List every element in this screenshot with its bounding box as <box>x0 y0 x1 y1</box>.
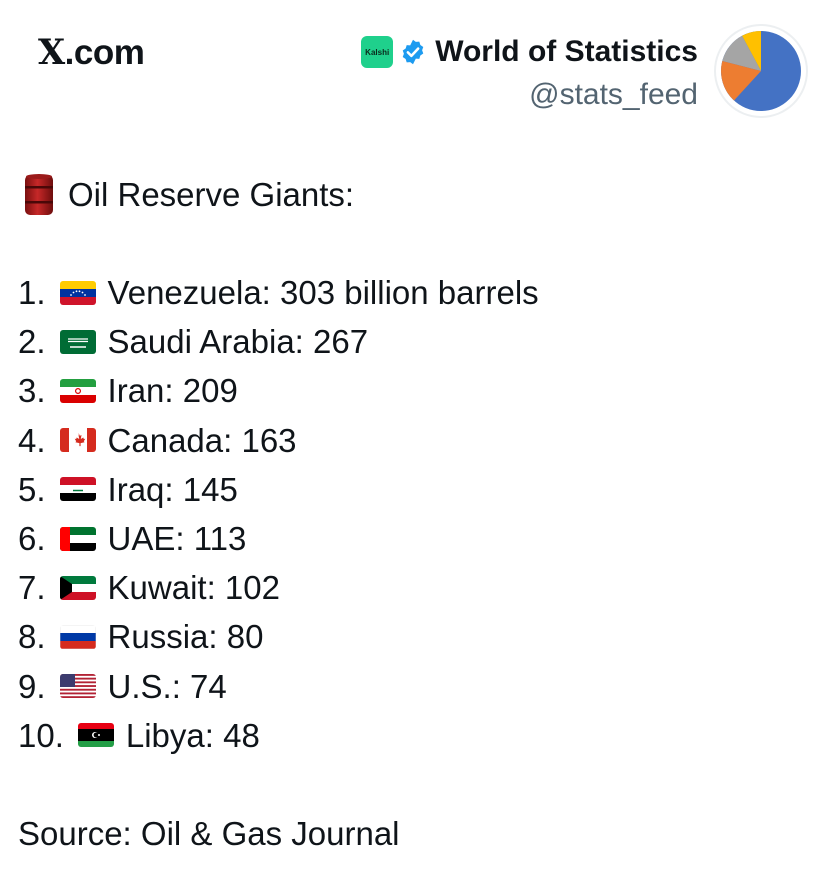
rank: 9. <box>18 667 46 705</box>
oil-drum-icon <box>25 173 53 215</box>
item-text: Russia: 80 <box>107 618 264 656</box>
iraq-flag-icon <box>59 477 96 502</box>
pie-chart-icon <box>721 31 801 111</box>
item-text: Libya: 48 <box>125 716 260 754</box>
rank: 8. <box>18 618 46 656</box>
x-logo: X <box>38 32 65 73</box>
kalshi-badge-icon: Kalshi <box>361 36 394 68</box>
post-body: Oil Reserve Giants: 1. Venezuela: 303 bi… <box>18 170 539 858</box>
list-item: 1. Venezuela: 303 billion barrels <box>18 268 539 317</box>
list-item: 2. Saudi Arabia: 267 <box>18 317 539 366</box>
avatar[interactable] <box>716 26 806 116</box>
display-name[interactable]: World of Statistics <box>435 35 698 68</box>
rank: 1. <box>18 274 46 312</box>
site-domain: .com <box>64 33 145 72</box>
pie-slice-gray <box>722 35 761 71</box>
venezuela-flag-icon <box>59 280 96 305</box>
item-text: Kuwait: 102 <box>107 569 280 607</box>
uae-flag-icon <box>59 526 96 551</box>
list-item: 4. Canada: 163 <box>18 416 539 465</box>
iran-flag-icon <box>59 378 96 403</box>
saudi-arabia-flag-icon <box>59 329 96 354</box>
pie-slice-orange <box>721 61 761 101</box>
canada-flag-icon <box>59 428 96 453</box>
item-text: Iraq: 145 <box>107 470 238 508</box>
item-text: Saudi Arabia: 267 <box>107 323 369 361</box>
post-heading: Oil Reserve Giants: <box>24 170 539 219</box>
rank: 6. <box>18 520 46 558</box>
list-item: 6. UAE: 113 <box>18 514 539 563</box>
pie-slice-yellow <box>742 31 761 71</box>
list-item: 10. Libya: 48 <box>18 711 539 760</box>
item-text: Iran: 209 <box>107 372 238 410</box>
heading-text: Oil Reserve Giants: <box>68 176 355 213</box>
libya-flag-icon <box>77 723 114 748</box>
rank: 2. <box>18 323 46 361</box>
author-block[interactable]: Kalshi World of Statistics @stats_feed <box>361 32 698 112</box>
site-name: X.com <box>38 32 145 73</box>
rank: 5. <box>18 470 46 508</box>
user-handle[interactable]: @stats_feed <box>529 78 698 111</box>
rank: 10. <box>18 716 64 754</box>
kuwait-flag-icon <box>59 575 96 600</box>
us-flag-icon <box>59 674 96 699</box>
item-text: U.S.: 74 <box>107 667 227 705</box>
list-item: 3. Iran: 209 <box>18 366 539 415</box>
list-item: 8. Russia: 80 <box>18 612 539 661</box>
reserve-list: 1. Venezuela: 303 billion barrels 2. Sau… <box>18 268 539 760</box>
list-item: 5. Iraq: 145 <box>18 465 539 514</box>
verified-badge-icon <box>402 39 424 65</box>
rank: 3. <box>18 372 46 410</box>
rank: 4. <box>18 421 46 459</box>
source-line: Source: Oil & Gas Journal <box>18 814 400 852</box>
russia-flag-icon <box>59 624 96 649</box>
list-item: 7. Kuwait: 102 <box>18 563 539 612</box>
list-item: 9. U.S.: 74 <box>18 662 539 711</box>
item-text: Venezuela: 303 billion barrels <box>107 274 539 312</box>
rank: 7. <box>18 569 46 607</box>
item-text: Canada: 163 <box>107 421 297 459</box>
item-text: UAE: 113 <box>107 520 247 558</box>
